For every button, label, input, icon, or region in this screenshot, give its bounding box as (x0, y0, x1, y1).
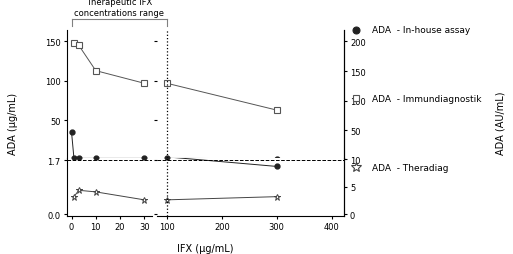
Text: ADA  - In-house assay: ADA - In-house assay (372, 26, 470, 35)
Text: ADA  - Immundiagnostik: ADA - Immundiagnostik (372, 94, 481, 104)
Text: ADA  - Theradiag: ADA - Theradiag (372, 163, 448, 172)
Text: ADA (AU/mL): ADA (AU/mL) (495, 91, 505, 155)
Text: IFX (μg/mL): IFX (μg/mL) (177, 243, 233, 253)
Text: ADA (μg/mL): ADA (μg/mL) (8, 92, 18, 154)
Text: Therapeutic IFX
concentrations range: Therapeutic IFX concentrations range (74, 0, 164, 18)
